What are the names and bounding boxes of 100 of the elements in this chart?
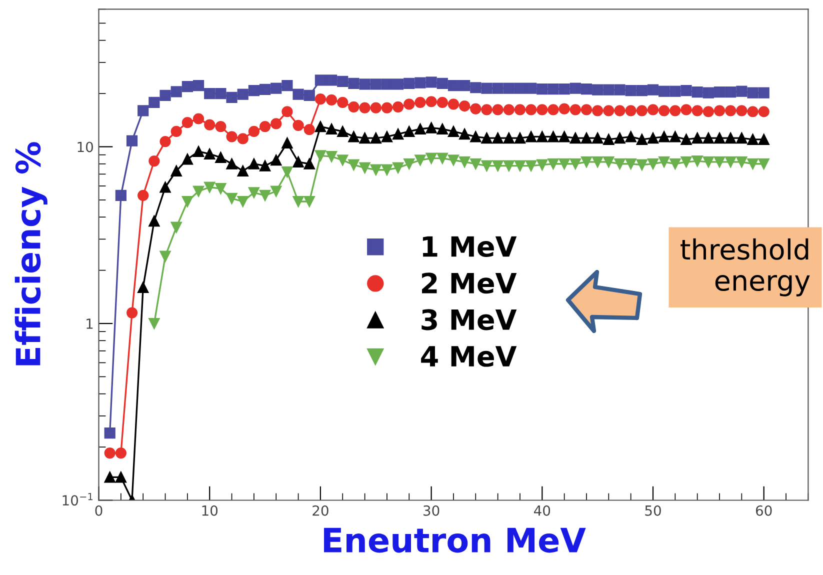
point	[160, 250, 171, 262]
point	[747, 106, 758, 118]
point	[359, 132, 370, 144]
y-tick-label: 1	[86, 318, 93, 329]
point	[292, 120, 304, 131]
point	[414, 123, 426, 135]
point	[592, 105, 604, 116]
point	[170, 222, 182, 233]
point	[459, 100, 470, 112]
point	[758, 134, 770, 145]
point	[115, 190, 126, 202]
point	[392, 78, 404, 90]
point	[548, 104, 559, 116]
point	[304, 196, 315, 208]
point	[138, 190, 149, 202]
legend-label: 1 MeV	[422, 236, 517, 257]
point	[370, 132, 382, 144]
point	[736, 156, 748, 168]
point	[348, 131, 360, 142]
point	[160, 136, 171, 148]
point	[314, 150, 326, 162]
point	[558, 103, 570, 114]
point	[237, 165, 248, 176]
point	[492, 160, 504, 172]
point	[614, 105, 626, 116]
point	[226, 192, 238, 204]
point	[426, 152, 437, 164]
point	[536, 159, 548, 170]
point	[359, 102, 370, 114]
point	[326, 74, 338, 86]
point	[370, 102, 382, 114]
annotation: threshold energy	[680, 238, 810, 296]
point	[625, 131, 636, 142]
point	[526, 160, 537, 172]
point	[570, 132, 581, 144]
point	[226, 158, 238, 170]
point	[436, 123, 448, 135]
point	[138, 282, 149, 293]
x-tick-label: 30	[424, 505, 440, 516]
point	[282, 106, 293, 118]
point	[503, 160, 514, 172]
point	[259, 160, 271, 172]
point	[614, 158, 626, 170]
point	[115, 447, 126, 459]
point	[414, 154, 426, 166]
point	[459, 80, 470, 92]
point	[381, 164, 393, 176]
point	[459, 128, 470, 140]
point	[282, 137, 293, 149]
point	[736, 105, 748, 116]
point	[248, 126, 260, 138]
point	[702, 87, 714, 98]
point	[758, 106, 770, 118]
point	[215, 121, 226, 132]
x-tick-label: 50	[645, 505, 661, 516]
point	[282, 166, 293, 178]
point	[548, 84, 559, 95]
legend-label: 3 MeV	[422, 309, 517, 330]
point	[536, 84, 548, 95]
point	[215, 88, 226, 100]
point	[603, 134, 614, 145]
point	[215, 152, 226, 163]
point	[636, 84, 648, 96]
point	[758, 87, 770, 98]
point	[192, 146, 204, 158]
point	[436, 96, 448, 108]
point	[747, 134, 758, 145]
point	[736, 86, 748, 97]
point	[126, 135, 138, 146]
point	[104, 427, 116, 439]
point	[680, 84, 692, 96]
point	[448, 154, 460, 166]
point	[758, 158, 770, 170]
point	[404, 158, 415, 170]
point	[670, 158, 681, 170]
y-tick-label: 10$^{−1}$	[62, 493, 92, 506]
point	[536, 131, 548, 142]
point	[536, 104, 548, 116]
point	[436, 152, 448, 164]
point	[625, 84, 636, 96]
point	[725, 105, 736, 116]
y-tick-label: 10	[78, 142, 93, 152]
point	[314, 74, 326, 86]
point	[192, 186, 204, 197]
point	[503, 82, 514, 94]
point	[436, 78, 448, 90]
point	[459, 156, 470, 168]
point	[237, 133, 248, 144]
point	[160, 182, 171, 193]
point	[314, 121, 326, 132]
point	[182, 154, 193, 165]
point	[670, 86, 681, 97]
point	[414, 96, 426, 108]
point	[381, 131, 393, 142]
point	[292, 156, 304, 168]
point	[636, 159, 648, 170]
point	[603, 156, 614, 168]
point	[747, 87, 758, 98]
point	[448, 126, 460, 138]
point	[625, 105, 636, 116]
